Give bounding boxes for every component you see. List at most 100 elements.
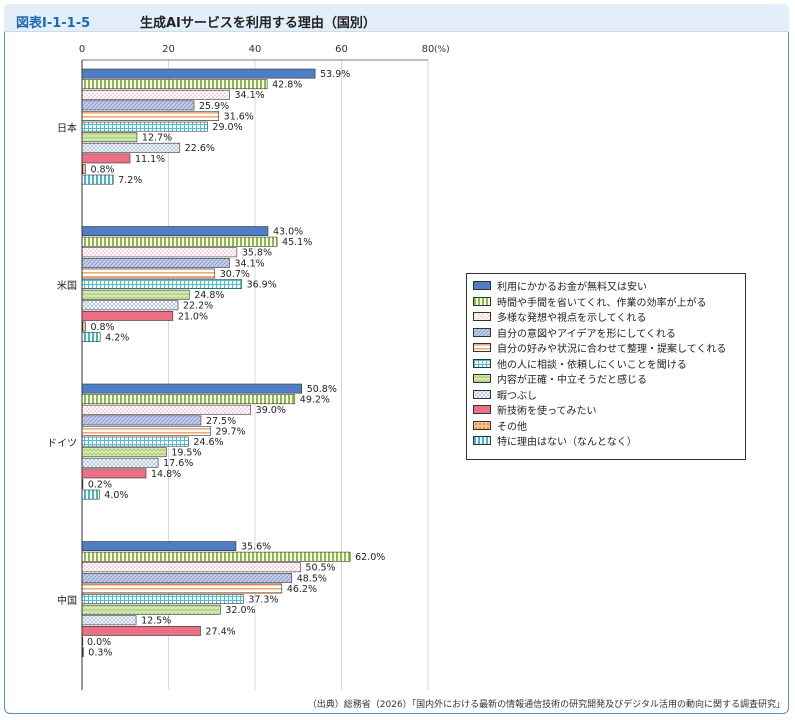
data-label: 39.0%	[256, 405, 286, 416]
bar	[81, 268, 216, 279]
data-label: 0.2%	[88, 479, 112, 490]
data-label: 21.0%	[178, 311, 208, 322]
bar	[81, 551, 351, 562]
legend-label: 内容が正確・中立そうだと感じる	[497, 375, 647, 387]
data-label: 27.4%	[206, 626, 236, 637]
legend-swatch	[473, 358, 491, 368]
labels-layer: 53.9% 42.8% 34.1% 25.9%31.6%29.0% 12.7% 22.6%…	[87, 69, 385, 659]
x-tick-label: 0	[79, 44, 85, 55]
bar	[81, 572, 293, 583]
data-label: 19.5%	[171, 448, 201, 459]
legend-label: 利用にかかるお金が無料又は安い	[497, 282, 647, 294]
legend-item: 時間や手間を省いてくれ、作業の効率が上がる	[473, 294, 739, 310]
data-label: 45.1%	[282, 237, 312, 248]
data-label: 7.2%	[118, 175, 142, 186]
bar	[81, 426, 211, 436]
data-label: 43.0%	[273, 227, 303, 238]
data-label: 49.2%	[300, 395, 330, 406]
bar	[81, 121, 208, 132]
legend-swatch	[473, 327, 491, 337]
bar	[81, 111, 219, 121]
bar	[81, 436, 189, 447]
legend-label: 自分の意図やアイデアを形にしてくれる	[497, 328, 676, 340]
bar	[81, 394, 296, 405]
bar	[81, 447, 167, 458]
legend-label: 時間や手間を省いてくれ、作業の効率が上がる	[497, 297, 707, 309]
data-label: 24.8%	[194, 290, 224, 301]
data-label: 46.2%	[287, 584, 317, 595]
bar	[81, 562, 301, 573]
legend-swatch	[473, 436, 491, 446]
data-label: 34.1%	[234, 258, 264, 269]
bar	[81, 153, 131, 164]
x-tick-label: 60	[335, 44, 348, 55]
data-label: 12.5%	[141, 616, 171, 627]
data-label: 34.1%	[234, 90, 264, 101]
data-label: 22.2%	[183, 301, 213, 312]
figure-title: 生成AIサービスを利用する理由（国別）	[140, 16, 376, 31]
x-tick-label: 40	[249, 44, 262, 55]
bar	[81, 247, 238, 258]
bar	[81, 310, 174, 321]
legend-label: 他の人に相談・依頼しにくいことを聞ける	[497, 359, 687, 371]
data-label: 48.5%	[297, 573, 327, 584]
data-label: 27.5%	[206, 416, 236, 427]
legend-item: 新技術を使ってみたい	[473, 402, 739, 418]
data-label: 0.3%	[88, 648, 112, 659]
data-label: 4.2%	[105, 333, 129, 344]
category-label: ドイツ	[47, 438, 77, 449]
data-label: 30.7%	[220, 269, 250, 280]
bar	[81, 300, 179, 311]
bar	[81, 226, 269, 236]
legend-swatch	[473, 281, 491, 291]
bar	[81, 79, 268, 90]
bar	[81, 457, 159, 468]
bar	[81, 489, 100, 500]
bar	[81, 615, 137, 626]
figure-number: 図表Ⅰ-1-1-5	[16, 16, 91, 31]
bar	[81, 100, 195, 111]
data-label: 14.8%	[151, 469, 181, 480]
data-label: 0.8%	[90, 322, 114, 333]
bar	[81, 174, 114, 185]
legend-item: 他の人に相談・依頼しにくいことを聞ける	[473, 356, 739, 372]
data-label: 62.0%	[355, 552, 385, 563]
legend-swatch	[473, 296, 491, 306]
x-tick-label: 80	[422, 44, 435, 55]
data-label: 50.8%	[307, 384, 337, 395]
legend: 利用にかかるお金が無料又は安い時間や手間を省いてくれ、作業の効率が上がる 多様な発…	[466, 273, 746, 460]
legend-label: 自分の好みや状況に合わせて整理・提案してくれる	[497, 344, 727, 356]
data-label: 29.7%	[215, 426, 245, 437]
data-label: 11.1%	[135, 154, 165, 165]
figure-header	[4, 4, 789, 32]
bar	[81, 132, 138, 143]
legend-label: その他	[497, 421, 527, 433]
bar	[81, 383, 303, 394]
data-label: 36.9%	[247, 280, 277, 291]
bar	[81, 332, 101, 342]
data-label: 42.8%	[272, 80, 302, 91]
legend-item: その他	[473, 418, 739, 434]
bar	[81, 68, 316, 79]
bar	[81, 142, 181, 153]
bar	[81, 89, 230, 100]
bar	[81, 257, 230, 268]
bar	[81, 541, 237, 551]
data-label: 17.6%	[163, 458, 193, 469]
legend-swatch	[473, 374, 491, 384]
data-label: 29.0%	[212, 122, 242, 133]
data-label: 31.6%	[224, 111, 254, 122]
bar	[81, 583, 283, 594]
data-label: 50.5%	[305, 563, 335, 574]
bar	[81, 289, 190, 300]
legend-label: 暇つぶし	[497, 390, 537, 402]
bar	[81, 468, 147, 479]
data-label: 25.9%	[199, 101, 229, 112]
category-label: 米国	[57, 279, 77, 292]
legend-item: 自分の好みや状況に合わせて整理・提案してくれる	[473, 340, 739, 356]
legend-item: 多様な発想や視点を示してくれる	[473, 309, 739, 325]
legend-swatch	[473, 312, 491, 322]
legend-swatch	[473, 420, 491, 430]
